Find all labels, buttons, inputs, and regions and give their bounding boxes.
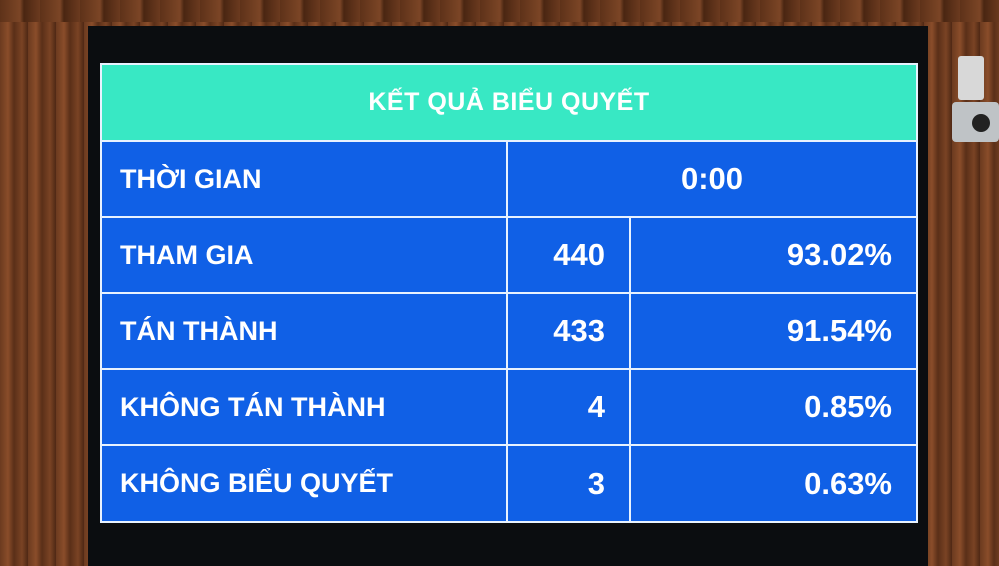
row-percent: 0.63% bbox=[631, 446, 916, 521]
security-camera-icon bbox=[952, 56, 999, 144]
row-count: 440 bbox=[508, 218, 629, 292]
wood-wall-top bbox=[0, 0, 999, 22]
voting-results-table: KẾT QUẢ BIỂU QUYẾT THỜI GIAN 0:00 THAM G… bbox=[100, 63, 918, 523]
row-percent: 93.02% bbox=[631, 218, 916, 292]
table-title: KẾT QUẢ BIỂU QUYẾT bbox=[102, 65, 916, 140]
row-count: 3 bbox=[508, 446, 629, 521]
time-value: 0:00 bbox=[508, 142, 916, 216]
time-label: THỜI GIAN bbox=[102, 142, 506, 216]
row-label: KHÔNG TÁN THÀNH bbox=[102, 370, 506, 444]
row-count: 433 bbox=[508, 294, 629, 368]
row-label: THAM GIA bbox=[102, 218, 506, 292]
row-label: KHÔNG BIỂU QUYẾT bbox=[102, 446, 506, 521]
row-label: TÁN THÀNH bbox=[102, 294, 506, 368]
row-percent: 91.54% bbox=[631, 294, 916, 368]
row-count: 4 bbox=[508, 370, 629, 444]
row-percent: 0.85% bbox=[631, 370, 916, 444]
